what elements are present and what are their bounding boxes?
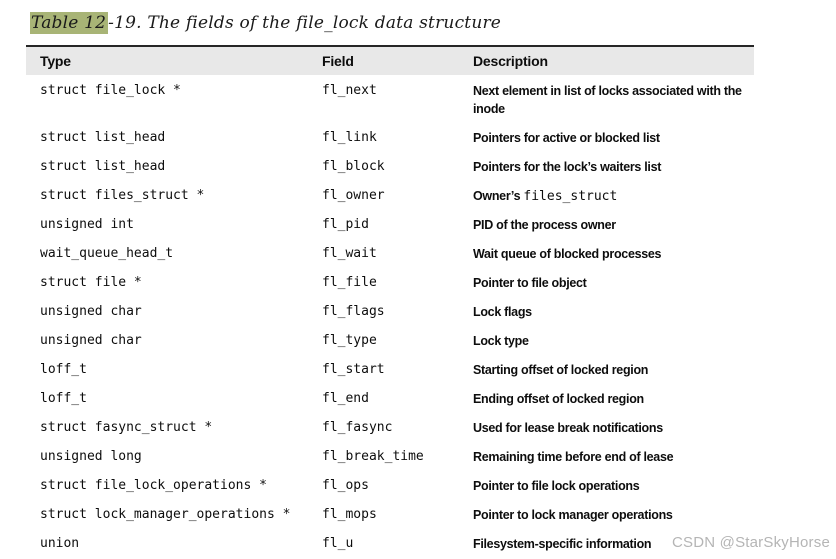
csdn-watermark: CSDN @StarSkyHorse [671,534,830,551]
field-cell: fl_block [322,159,385,174]
field-cell: fl_flags [322,304,385,319]
description-cell: Lock type [473,327,754,356]
table-row: struct file * fl_file Pointer to file ob… [26,269,754,298]
field-cell: fl_end [322,391,369,406]
table-row: unsigned int fl_pid PID of the process o… [26,211,754,240]
field-cell: fl_start [322,362,385,377]
type-cell: wait_queue_head_t [40,246,174,261]
description-text: PID of the process owner [473,218,616,232]
table-row: struct fasync_struct * fl_fasync Used fo… [26,414,754,443]
type-cell: loff_t [40,391,87,406]
field-cell: fl_file [322,275,377,290]
header-description: Description [473,45,754,75]
type-cell: struct file_lock * [40,83,181,98]
description-text: Lock type [473,334,529,348]
field-cell: fl_fasync [322,420,393,435]
table-row: struct file_lock * fl_next Next element … [26,75,754,124]
field-cell: fl_mops [322,507,377,522]
type-cell: struct list_head [40,130,166,145]
description-text: Next element in list of locks associated… [473,84,745,116]
field-cell: fl_u [322,536,354,551]
description-cell: Pointer to lock manager operations [473,501,754,530]
header-type: Type [26,45,322,75]
description-text: Pointer to file object [473,276,587,290]
type-cell: struct list_head [40,159,166,174]
header-field: Field [322,45,473,75]
table-row: struct list_head fl_link Pointers for ac… [26,124,754,153]
field-cell: fl_type [322,333,377,348]
field-cell: fl_next [322,83,377,98]
type-cell: struct lock_manager_operations * [40,507,291,522]
description-cell: Pointer to file lock operations [473,472,754,501]
description-code: files_struct [523,189,618,204]
table-row: wait_queue_head_t fl_wait Wait queue of … [26,240,754,269]
type-cell: loff_t [40,362,87,377]
type-cell: union [40,536,80,551]
table-caption: Table 12 -19. The fields of the file_lock… [30,12,836,34]
field-cell: fl_wait [322,246,377,261]
description-cell: Filesystem-specific information [473,530,754,559]
table-row: union fl_u Filesystem-specific informati… [26,530,754,559]
table-row: loff_t fl_end Ending offset of locked re… [26,385,754,414]
table-row: struct list_head fl_block Pointers for t… [26,153,754,182]
description-text: Filesystem-specific information [473,537,652,551]
file-lock-fields-table: Type Field Description struct file_lock … [26,45,754,559]
description-text: Wait queue of blocked processes [473,247,662,261]
type-cell: struct file_lock_operations * [40,478,267,493]
caption-rest: -19. The fields of the file_lock data st… [108,13,502,33]
description-text: Pointer to file lock operations [473,479,640,493]
field-cell: fl_break_time [322,449,424,464]
description-cell: Wait queue of blocked processes [473,240,754,269]
description-cell: Lock flags [473,298,754,327]
description-cell: Pointer to file object [473,269,754,298]
description-text: Starting offset of locked region [473,363,649,377]
table-row: struct lock_manager_operations * fl_mops… [26,501,754,530]
field-cell: fl_link [322,130,377,145]
table-row: loff_t fl_start Starting offset of locke… [26,356,754,385]
table-row: unsigned char fl_flags Lock flags [26,298,754,327]
type-cell: struct fasync_struct * [40,420,213,435]
table-row: unsigned long fl_break_time Remaining ti… [26,443,754,472]
description-text: Pointer to lock manager operations [473,508,673,522]
description-cell: Pointers for the lock’s waiters list [473,153,754,182]
caption-highlight: Table 12 [30,12,109,34]
description-text: Used for lease break notifications [473,421,663,435]
table-header: Type Field Description [26,45,754,75]
type-cell: unsigned int [40,217,134,232]
table-row: unsigned char fl_type Lock type [26,327,754,356]
description-text: Pointers for active or blocked list [473,131,660,145]
type-cell: unsigned char [40,304,142,319]
description-cell: Owner’s files_struct [473,182,754,211]
type-cell: struct file * [40,275,142,290]
description-cell: Next element in list of locks associated… [473,75,754,124]
type-cell: unsigned long [40,449,142,464]
description-cell: Used for lease break notifications [473,414,754,443]
description-cell: PID of the process owner [473,211,754,240]
description-cell: Ending offset of locked region [473,385,754,414]
field-cell: fl_owner [322,188,385,203]
description-text: Pointers for the lock’s waiters list [473,160,662,174]
description-text: Owner’s [473,189,524,203]
type-cell: unsigned char [40,333,142,348]
type-cell: struct files_struct * [40,188,205,203]
description-cell: Pointers for active or blocked list [473,124,754,153]
description-text: Lock flags [473,305,532,319]
description-cell: Remaining time before end of lease [473,443,754,472]
table-row: struct file_lock_operations * fl_ops Poi… [26,472,754,501]
table-row: struct files_struct * fl_owner Owner’s f… [26,182,754,211]
description-cell: Starting offset of locked region [473,356,754,385]
description-text: Remaining time before end of lease [473,450,674,464]
description-text: Ending offset of locked region [473,392,644,406]
field-cell: fl_ops [322,478,369,493]
field-cell: fl_pid [322,217,369,232]
